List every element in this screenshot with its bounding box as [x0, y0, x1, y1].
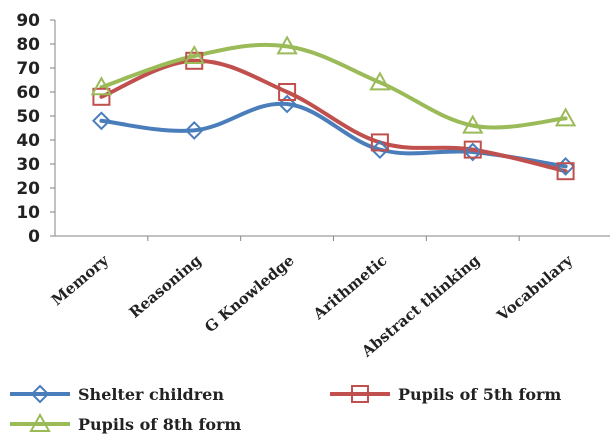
y-tick-label: 50	[16, 107, 40, 127]
data-point-triangle	[276, 35, 298, 55]
legend-label: Pupils of 5th form	[398, 385, 561, 404]
y-tick-label: 10	[16, 203, 40, 223]
y-tick-label: 80	[16, 35, 40, 55]
data-point-diamond	[92, 111, 111, 131]
data-point-square	[278, 83, 297, 101]
series-markers	[90, 35, 577, 181]
series-line	[99, 58, 568, 174]
legend-label: Pupils of 8th form	[78, 415, 241, 434]
x-tick-label: Reasoning	[126, 251, 206, 322]
data-point-square	[556, 162, 575, 181]
legend: Shelter children Pupils of 5th form Pupils…	[10, 384, 561, 434]
legend-label: Shelter children	[78, 385, 224, 404]
data-point-triangle	[554, 107, 577, 127]
y-tick-label: 60	[16, 83, 40, 103]
y-axis-ticks: 0 10 20 30 40 50 60 70 80 90	[16, 11, 55, 247]
data-point-triangle	[90, 76, 113, 96]
series-line	[99, 42, 568, 130]
y-tick-label: 70	[16, 59, 40, 79]
y-tick-label: 20	[16, 179, 40, 199]
data-point-square	[463, 140, 482, 159]
legend-marker	[29, 412, 51, 432]
x-tick-label: Arithmetic	[309, 251, 390, 323]
data-point-square	[370, 133, 389, 152]
data-point-triangle	[183, 44, 205, 64]
y-tick-label: 0	[28, 227, 40, 247]
data-point-square	[92, 87, 111, 106]
x-tick-label: Vocabulary	[493, 250, 577, 325]
series-lines	[99, 42, 568, 174]
y-tick-label: 90	[16, 11, 40, 31]
data-point-diamond	[277, 94, 297, 114]
legend-marker	[351, 385, 369, 403]
data-point-diamond	[184, 120, 204, 140]
y-tick-label: 40	[16, 131, 40, 151]
data-point-diamond	[370, 140, 390, 160]
data-point-triangle	[369, 71, 391, 91]
series-line	[99, 101, 568, 169]
x-tick-label: G Knowledge	[201, 251, 297, 336]
y-tick-label: 30	[16, 155, 40, 175]
x-tick-label: Memory	[48, 250, 113, 309]
legend-marker	[30, 384, 50, 404]
data-point-triangle	[462, 114, 484, 134]
data-point-diamond	[463, 142, 483, 162]
